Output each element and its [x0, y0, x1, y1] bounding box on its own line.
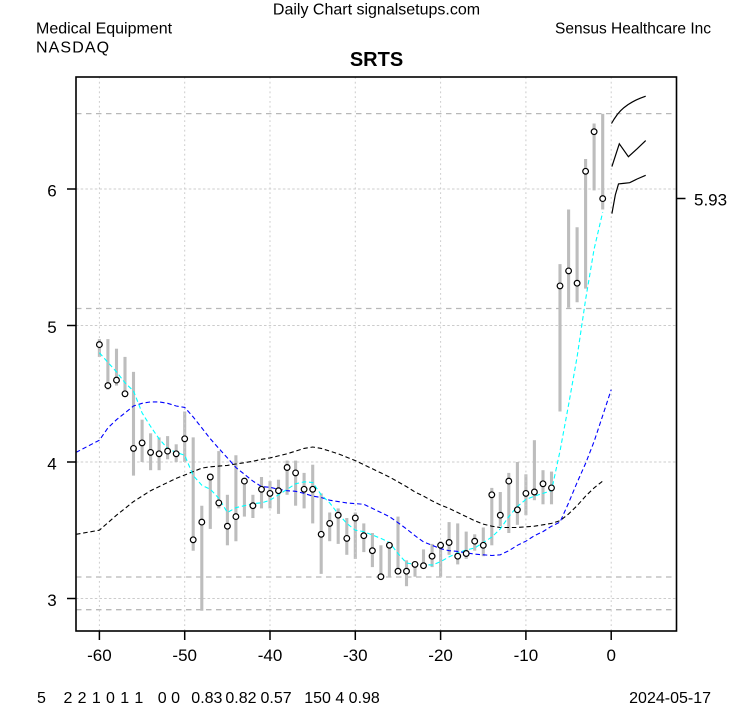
- svg-text:4: 4: [47, 455, 56, 474]
- svg-text:Daily Chart signalsetups.com: Daily Chart signalsetups.com: [273, 2, 480, 19]
- svg-text:2 2 1 0 1 1: 2 2 1 0 1 1: [64, 690, 144, 707]
- svg-text:5: 5: [37, 690, 46, 707]
- svg-text:-40: -40: [258, 646, 283, 665]
- svg-text:3: 3: [47, 591, 56, 610]
- svg-text:Medical Equipment: Medical Equipment: [36, 21, 173, 38]
- svg-text:150 4 0.98: 150 4 0.98: [304, 690, 380, 707]
- svg-text:6: 6: [47, 182, 56, 201]
- svg-text:5.93: 5.93: [694, 190, 727, 209]
- svg-text:0 0: 0 0: [158, 690, 180, 707]
- svg-text:-50: -50: [172, 646, 197, 665]
- svg-text:5: 5: [47, 318, 56, 337]
- svg-text:Sensus Healthcare Inc: Sensus Healthcare Inc: [555, 21, 711, 38]
- svg-text:-30: -30: [343, 646, 368, 665]
- svg-text:0.82: 0.82: [225, 690, 256, 707]
- svg-text:0: 0: [606, 646, 615, 665]
- svg-text:0.57: 0.57: [261, 690, 292, 707]
- svg-text:SRTS: SRTS: [350, 49, 403, 71]
- svg-text:-10: -10: [514, 646, 539, 665]
- svg-text:-60: -60: [87, 646, 112, 665]
- svg-text:NASDAQ: NASDAQ: [36, 40, 110, 57]
- svg-text:0.83: 0.83: [191, 690, 222, 707]
- svg-text:2024-05-17: 2024-05-17: [629, 690, 711, 707]
- svg-text:-20: -20: [428, 646, 453, 665]
